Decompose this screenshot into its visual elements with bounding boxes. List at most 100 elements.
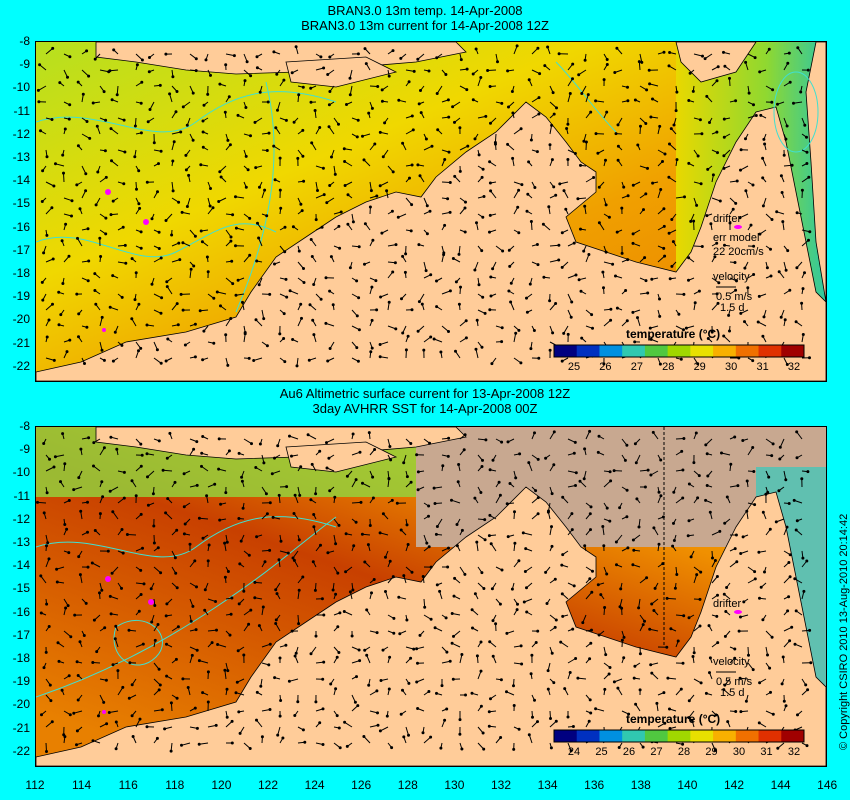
current-arrow-head	[547, 205, 551, 209]
current-arrow-head	[800, 477, 804, 481]
current-arrow-head	[549, 746, 553, 750]
current-arrow-head	[729, 462, 733, 466]
current-arrow-head	[331, 303, 335, 307]
current-arrow-head	[268, 708, 272, 711]
current-arrow-head	[374, 279, 378, 283]
current-arrow-head	[226, 138, 230, 142]
current-arrow-head	[410, 114, 414, 118]
current-arrow-head	[564, 207, 568, 211]
current-arrow-head	[615, 563, 618, 567]
current-arrow-head	[588, 698, 592, 702]
current-arrow-head	[104, 216, 108, 220]
current-arrow-head	[395, 501, 399, 505]
current-arrow-head	[310, 255, 314, 258]
current-arrow-head	[673, 586, 677, 590]
current-arrow-head	[720, 451, 723, 455]
current-arrow-head	[267, 663, 271, 667]
current-arrow-head	[45, 602, 49, 606]
current-arrow-head	[38, 63, 42, 67]
current-arrow-head	[285, 295, 289, 299]
current-arrow-head	[92, 618, 96, 622]
current-arrow-head	[626, 194, 630, 198]
y-tick-label: -17	[12, 242, 30, 257]
current-arrow-head	[327, 125, 331, 129]
current-arrow-head	[207, 543, 211, 547]
current-arrow-head	[418, 633, 422, 637]
current-arrow-head	[385, 189, 389, 193]
current-arrow-head	[421, 575, 425, 578]
top-cape-york	[805, 42, 826, 303]
current-arrow-head	[78, 207, 82, 211]
current-arrow-head	[319, 297, 323, 301]
current-arrow-head	[507, 105, 510, 109]
current-arrow-head	[79, 509, 83, 513]
x-tick-label: 138	[630, 778, 651, 792]
current-arrow-head	[201, 691, 205, 695]
current-arrow-head	[67, 117, 71, 121]
current-arrow-head	[488, 230, 491, 234]
current-arrow-head	[51, 257, 55, 261]
bottom-map-panel: drifter velocity 0.5 m/s 1.5 d temperatu…	[35, 426, 827, 767]
current-arrow-head	[486, 69, 490, 72]
current-arrow-head	[190, 653, 194, 657]
current-arrow-head	[356, 359, 360, 363]
current-arrow-head	[368, 524, 372, 527]
current-arrow-head	[738, 216, 742, 220]
current-arrow-head	[103, 149, 107, 153]
current-arrow-head	[376, 723, 380, 727]
current-arrow-head	[159, 361, 163, 365]
current-arrow-head	[471, 98, 475, 102]
y-tick-label: -19	[12, 289, 30, 304]
current-arrow-head	[677, 312, 681, 316]
current-arrow-head	[560, 231, 564, 235]
current-arrow-head	[265, 149, 269, 152]
current-arrow-head	[257, 283, 261, 287]
current-arrow-head	[616, 158, 620, 162]
current-arrow-head	[764, 492, 768, 496]
current-arrow-head	[806, 470, 810, 474]
current-arrow-head	[235, 680, 239, 684]
current-arrow-head	[643, 256, 647, 260]
current-arrow-head	[128, 661, 132, 665]
current-arrow-head	[168, 92, 172, 96]
current-arrow-head	[292, 120, 296, 124]
current-arrow-head	[735, 560, 739, 564]
current-arrow-head	[619, 587, 623, 591]
current-arrow-head	[550, 651, 554, 655]
current-arrow-head	[788, 575, 792, 579]
current-arrow-head	[75, 183, 79, 187]
current-arrow-head	[301, 154, 305, 158]
current-arrow-head	[555, 106, 558, 110]
current-arrow-head	[757, 550, 761, 554]
current-arrow-head	[356, 704, 360, 708]
current-arrow-head	[121, 225, 125, 229]
current-arrow-head	[231, 282, 235, 286]
current-arrow-head	[697, 474, 701, 478]
current-arrow-head	[742, 600, 746, 604]
current-arrow-head	[455, 544, 459, 548]
current-arrow-head	[645, 88, 649, 92]
current-arrow-head	[396, 215, 400, 219]
current-arrow-head	[301, 575, 305, 579]
current-arrow-head	[243, 79, 247, 83]
current-arrow-head	[174, 657, 178, 661]
current-arrow-head	[435, 92, 439, 95]
current-arrow-head	[282, 337, 286, 340]
current-arrow-head	[247, 553, 251, 557]
current-arrow-head	[546, 669, 550, 673]
current-arrow-head	[336, 625, 340, 629]
current-arrow-head	[446, 565, 450, 569]
current-arrow-head	[313, 588, 317, 592]
current-arrow-head	[64, 606, 68, 610]
current-arrow-head	[568, 92, 572, 95]
current-arrow-head	[291, 338, 295, 341]
bottom-drifter-mark	[105, 576, 111, 582]
current-arrow-head	[229, 317, 233, 320]
current-arrow-head	[626, 85, 629, 89]
current-arrow-head	[102, 700, 106, 704]
current-arrow-head	[687, 519, 691, 523]
current-arrow-head	[321, 677, 325, 681]
current-arrow-head	[380, 231, 384, 235]
current-arrow-head	[86, 565, 90, 569]
colorbar-segment	[781, 345, 805, 357]
